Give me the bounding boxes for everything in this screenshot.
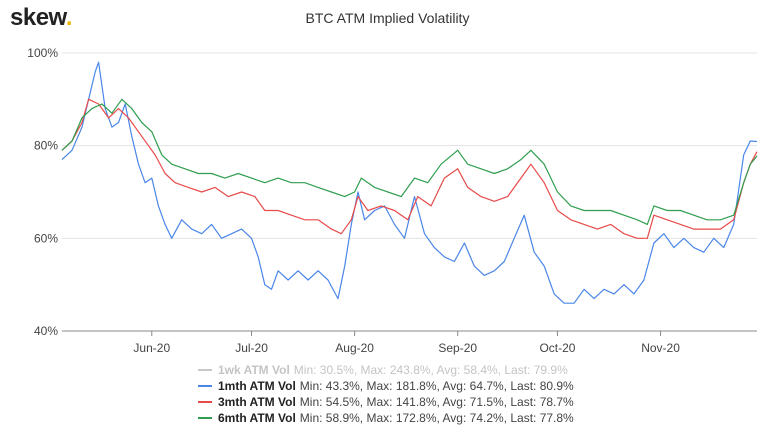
y-tick-label: 100% bbox=[27, 46, 58, 60]
logo-dot: . bbox=[65, 4, 73, 31]
legend-series-name: 6mth ATM Vol bbox=[218, 411, 296, 425]
x-tick-label: Aug-20 bbox=[335, 341, 374, 355]
legend-series-stats: Min: 58.9%, Max: 172.8%, Avg: 74.2%, Las… bbox=[299, 411, 574, 425]
y-tick-label: 80% bbox=[34, 139, 58, 153]
legend-swatch bbox=[198, 401, 212, 403]
x-tick-label: Sep-20 bbox=[438, 341, 477, 355]
legend-item[interactable]: 1mth ATM Vol Min: 43.3%, Max: 181.8%, Avg… bbox=[198, 378, 574, 394]
x-tick-label: Nov-20 bbox=[641, 341, 680, 355]
legend-swatch bbox=[198, 417, 212, 419]
legend-series-stats: Min: 43.3%, Max: 181.8%, Avg: 64.7%, Las… bbox=[299, 379, 574, 393]
legend-series-name: 1mth ATM Vol bbox=[218, 379, 296, 393]
chart-title: BTC ATM Implied Volatility bbox=[305, 10, 470, 26]
x-tick-label: Jul-20 bbox=[235, 341, 268, 355]
series-line-3mth-atm-vol bbox=[61, 98, 758, 239]
y-tick-label: 60% bbox=[34, 231, 58, 245]
chart-legend: 1wk ATM Vol Min: 30.5%, Max: 243.8%, Avg:… bbox=[198, 362, 574, 426]
legend-series-stats: Min: 30.5%, Max: 243.8%, Avg: 58.4%, Las… bbox=[293, 363, 568, 377]
legend-item[interactable]: 1wk ATM Vol Min: 30.5%, Max: 243.8%, Avg:… bbox=[198, 362, 574, 378]
logo-text: skew bbox=[10, 4, 66, 31]
y-tick-label: 40% bbox=[34, 324, 58, 338]
x-tick-label: Jun-20 bbox=[133, 341, 170, 355]
series-line-1mth-atm-vol bbox=[61, 61, 758, 304]
skew-logo: skew. bbox=[10, 4, 73, 32]
legend-swatch bbox=[198, 369, 212, 371]
series-line-6mth-atm-vol bbox=[61, 98, 758, 225]
legend-series-stats: Min: 54.5%, Max: 141.8%, Avg: 71.5%, Las… bbox=[299, 395, 574, 409]
x-tick-label: Oct-20 bbox=[539, 341, 575, 355]
legend-item[interactable]: 6mth ATM Vol Min: 58.9%, Max: 172.8%, Avg… bbox=[198, 410, 574, 426]
legend-series-name: 1wk ATM Vol bbox=[218, 363, 290, 377]
legend-item[interactable]: 3mth ATM Vol Min: 54.5%, Max: 141.8%, Avg… bbox=[198, 394, 574, 410]
legend-series-name: 3mth ATM Vol bbox=[218, 395, 296, 409]
legend-swatch bbox=[198, 385, 212, 387]
